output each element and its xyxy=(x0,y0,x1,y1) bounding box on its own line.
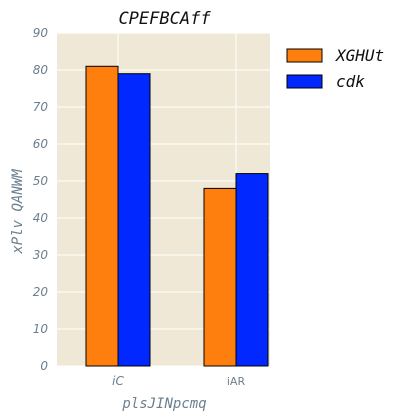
bar-cdk-iC xyxy=(117,73,151,367)
chart-title: CPEFBCAff xyxy=(118,9,211,29)
y-tick-label: 0 xyxy=(40,359,48,373)
legend-swatch-XGHUt xyxy=(286,48,323,63)
y-tick-label: 50 xyxy=(33,174,49,188)
legend-swatch-cdk xyxy=(286,74,323,89)
x-axis-label: plsJINpcmq xyxy=(121,396,206,412)
bar-XGHUt-iAR xyxy=(203,187,237,367)
y-tick-label: 20 xyxy=(33,285,49,299)
x-tick-label: iC xyxy=(112,374,124,388)
bars xyxy=(85,65,269,367)
x-axis-ticks: iC iAR xyxy=(112,374,245,388)
y-tick-label: 70 xyxy=(33,100,49,114)
y-axis-label: xPlv QANWM xyxy=(10,169,26,255)
y-tick-label: 80 xyxy=(33,63,49,77)
y-tick-label: 10 xyxy=(33,322,49,336)
bar-cdk-iAR xyxy=(235,173,269,367)
y-tick-label: 60 xyxy=(33,137,49,151)
y-tick-label: 30 xyxy=(33,248,49,262)
legend-label-XGHUt: XGHUt xyxy=(335,46,384,65)
y-axis-ticks: 0 10 20 30 40 50 60 70 80 90 xyxy=(33,26,49,373)
y-tick-label: 40 xyxy=(33,211,49,225)
bar-XGHUt-iC xyxy=(85,65,119,367)
y-tick-label: 90 xyxy=(33,26,49,40)
x-tick-label: iAR xyxy=(227,375,246,388)
legend-label-cdk: cdk xyxy=(336,72,365,91)
legend: XGHUt cdk xyxy=(286,46,384,91)
